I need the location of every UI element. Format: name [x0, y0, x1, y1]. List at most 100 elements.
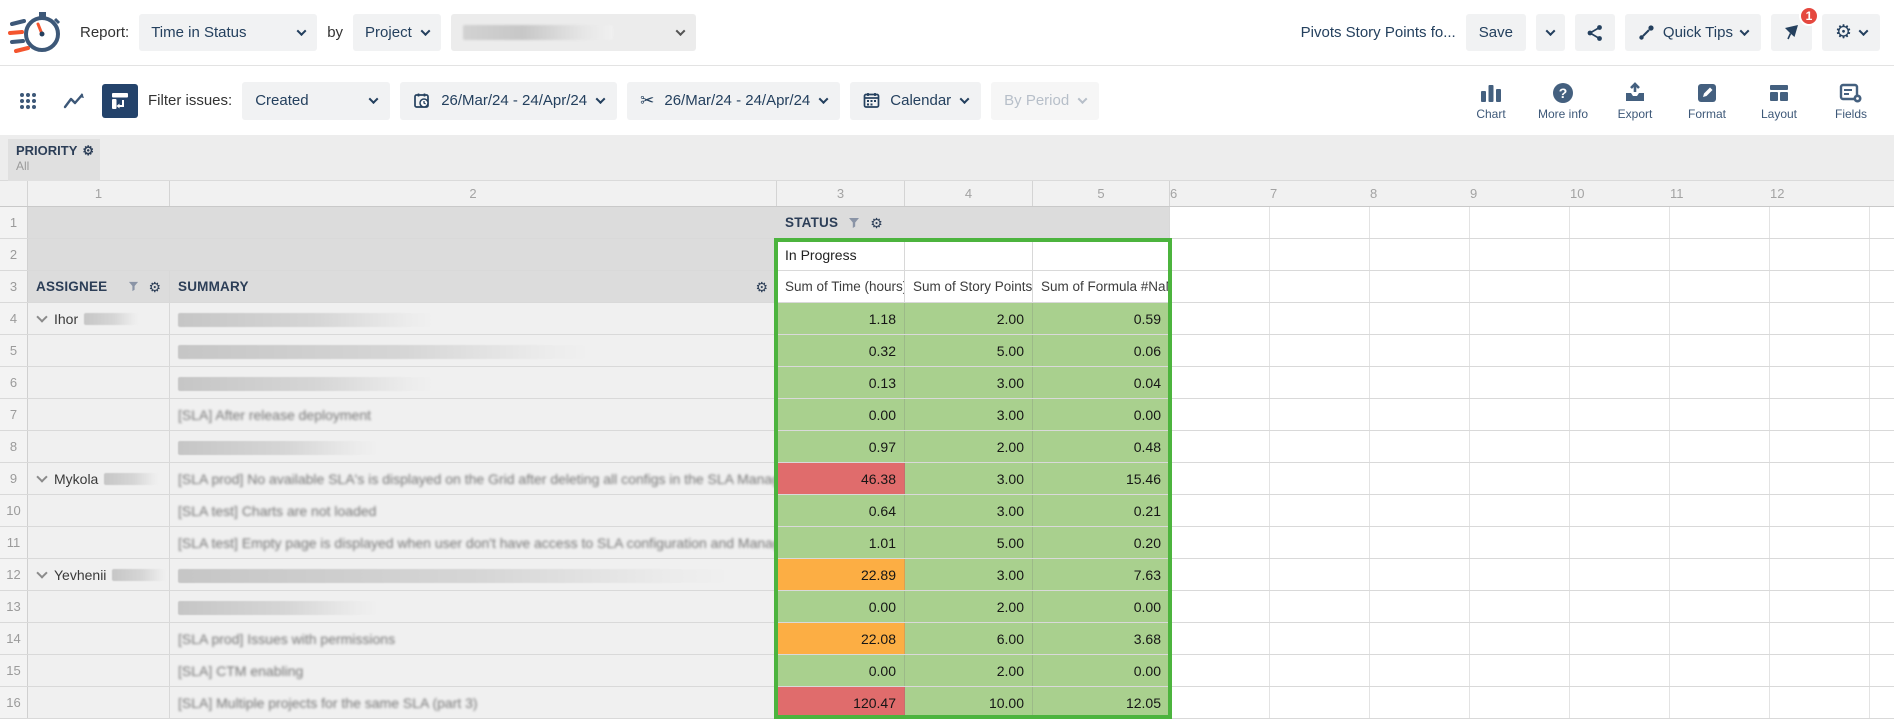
notifications-button[interactable]: 1 — [1770, 6, 1819, 51]
row-number[interactable]: 5 — [0, 335, 28, 366]
assignee-cell[interactable] — [28, 527, 170, 558]
share-button[interactable] — [1574, 14, 1615, 51]
assignee-cell[interactable] — [28, 623, 170, 654]
summary-cell[interactable]: [SLA test] Charts are not loaded — [170, 495, 777, 526]
assignee-cell[interactable] — [28, 335, 170, 366]
ruler-col[interactable]: 3 — [777, 181, 905, 206]
expand-chevron-icon[interactable] — [36, 566, 48, 579]
trim-date-range-select[interactable]: ✂ 26/Mar/24 - 24/Apr/24 — [627, 81, 841, 120]
summary-cell[interactable]: [SLA test] Empty page is displayed when … — [170, 527, 777, 558]
summary-cell[interactable] — [170, 559, 777, 590]
formula-cell[interactable]: 0.21 — [1033, 495, 1170, 526]
grid-view-button[interactable] — [10, 84, 46, 118]
time-value-cell[interactable]: 0.00 — [777, 591, 905, 622]
row-number[interactable]: 7 — [0, 399, 28, 430]
ruler-col[interactable]: 6 — [1170, 186, 1178, 201]
time-value-cell[interactable]: 1.01 — [777, 527, 905, 558]
measure-header-cell[interactable]: Sum of Story Points — [905, 271, 1033, 302]
report-scope-select[interactable] — [450, 14, 696, 51]
summary-cell[interactable]: [SLA prod] No available SLA's is display… — [170, 463, 777, 494]
summary-cell[interactable] — [170, 431, 777, 462]
row-number[interactable]: 14 — [0, 623, 28, 654]
story-points-cell[interactable]: 5.00 — [905, 527, 1033, 558]
more-info-action-button[interactable]: ? More info — [1534, 81, 1592, 121]
summary-cell[interactable]: [SLA] After release deployment — [170, 399, 777, 430]
row-number[interactable]: 12 — [0, 559, 28, 590]
app-logo-icon[interactable] — [8, 5, 70, 61]
ruler-col[interactable]: 4 — [905, 181, 1033, 206]
row-number[interactable]: 15 — [0, 655, 28, 686]
assignee-cell[interactable] — [28, 367, 170, 398]
status-header-cell[interactable]: STATUS ⚙ — [28, 207, 1170, 238]
summary-cell[interactable] — [170, 303, 777, 334]
filter-funnel-icon[interactable] — [848, 217, 860, 229]
assignee-cell[interactable]: Ihor — [28, 303, 170, 334]
settings-button[interactable]: ⚙ — [1821, 14, 1880, 51]
expand-chevron-icon[interactable] — [36, 470, 48, 483]
time-value-cell[interactable]: 46.38 — [777, 463, 905, 494]
row-number[interactable]: 8 — [0, 431, 28, 462]
save-button[interactable]: Save — [1465, 14, 1526, 51]
row-number[interactable]: 2 — [0, 239, 28, 270]
assignee-header-cell[interactable]: ASSIGNEE ⚙ — [28, 271, 170, 302]
assignee-cell[interactable] — [28, 431, 170, 462]
time-value-cell[interactable]: 22.08 — [777, 623, 905, 654]
assignee-cell[interactable] — [28, 399, 170, 430]
save-options-button[interactable] — [1535, 14, 1565, 51]
time-value-cell[interactable]: 0.00 — [777, 399, 905, 430]
dimension-select[interactable]: Project — [353, 14, 441, 51]
formula-cell[interactable]: 0.59 — [1033, 303, 1170, 334]
formula-cell[interactable]: 7.63 — [1033, 559, 1170, 590]
assignee-cell[interactable]: Yevhenii — [28, 559, 170, 590]
row-number[interactable]: 16 — [0, 687, 28, 718]
story-points-cell[interactable]: 5.00 — [905, 335, 1033, 366]
gear-icon[interactable]: ⚙ — [870, 214, 883, 231]
row-number[interactable]: 11 — [0, 527, 28, 558]
assignee-cell[interactable] — [28, 655, 170, 686]
row-number[interactable]: 3 — [0, 271, 28, 302]
time-value-cell[interactable]: 0.64 — [777, 495, 905, 526]
assignee-cell[interactable] — [28, 591, 170, 622]
row-number[interactable]: 1 — [0, 207, 28, 238]
ruler-col[interactable]: 5 — [1033, 181, 1170, 206]
assignee-cell[interactable]: Mykola — [28, 463, 170, 494]
filter-issues-select[interactable]: Created — [242, 81, 391, 120]
time-value-cell[interactable]: 22.89 — [777, 559, 905, 590]
chart-action-button[interactable]: Chart — [1462, 81, 1520, 121]
summary-cell[interactable]: [SLA] CTM enabling — [170, 655, 777, 686]
gear-icon[interactable]: ⚙ — [755, 278, 768, 295]
ruler-col[interactable]: 8 — [1370, 186, 1378, 201]
measure-header-cell[interactable]: Sum of Formula #NaN — [1033, 271, 1170, 302]
story-points-cell[interactable]: 3.00 — [905, 463, 1033, 494]
filter-funnel-icon[interactable] — [128, 281, 139, 292]
time-value-cell[interactable]: 0.97 — [777, 431, 905, 462]
time-value-cell[interactable]: 0.32 — [777, 335, 905, 366]
row-number[interactable]: 9 — [0, 463, 28, 494]
ruler-col[interactable]: 2 — [170, 181, 777, 206]
time-value-cell[interactable]: 1.18 — [777, 303, 905, 334]
status-value-cell[interactable]: In Progress — [777, 239, 905, 270]
gear-icon[interactable]: ⚙ — [148, 278, 161, 295]
calendar-select[interactable]: Calendar — [850, 81, 982, 120]
formula-cell[interactable]: 0.00 — [1033, 399, 1170, 430]
assignee-cell[interactable] — [28, 687, 170, 718]
quick-tips-button[interactable]: Quick Tips — [1624, 14, 1761, 51]
priority-filter[interactable]: PRIORITY ⚙ All — [8, 139, 100, 181]
pivot-view-button[interactable] — [102, 83, 138, 118]
time-value-cell[interactable]: 0.13 — [777, 367, 905, 398]
ruler-col[interactable]: 11 — [1670, 186, 1684, 201]
row-number[interactable]: 4 — [0, 303, 28, 334]
summary-cell[interactable] — [170, 367, 777, 398]
story-points-cell[interactable]: 10.00 — [905, 687, 1033, 718]
formula-cell[interactable]: 3.68 — [1033, 623, 1170, 654]
measure-header-cell[interactable]: Sum of Time (hours) — [777, 271, 905, 302]
layout-action-button[interactable]: Layout — [1750, 81, 1808, 121]
fields-action-button[interactable]: Fields — [1822, 81, 1880, 121]
formula-cell[interactable]: 0.20 — [1033, 527, 1170, 558]
ruler-col[interactable]: 12 — [1770, 186, 1785, 201]
format-action-button[interactable]: Format — [1678, 81, 1736, 121]
export-action-button[interactable]: Export — [1606, 81, 1664, 121]
story-points-cell[interactable]: 2.00 — [905, 303, 1033, 334]
formula-cell[interactable]: 0.00 — [1033, 591, 1170, 622]
ruler-col[interactable]: 9 — [1470, 186, 1478, 201]
